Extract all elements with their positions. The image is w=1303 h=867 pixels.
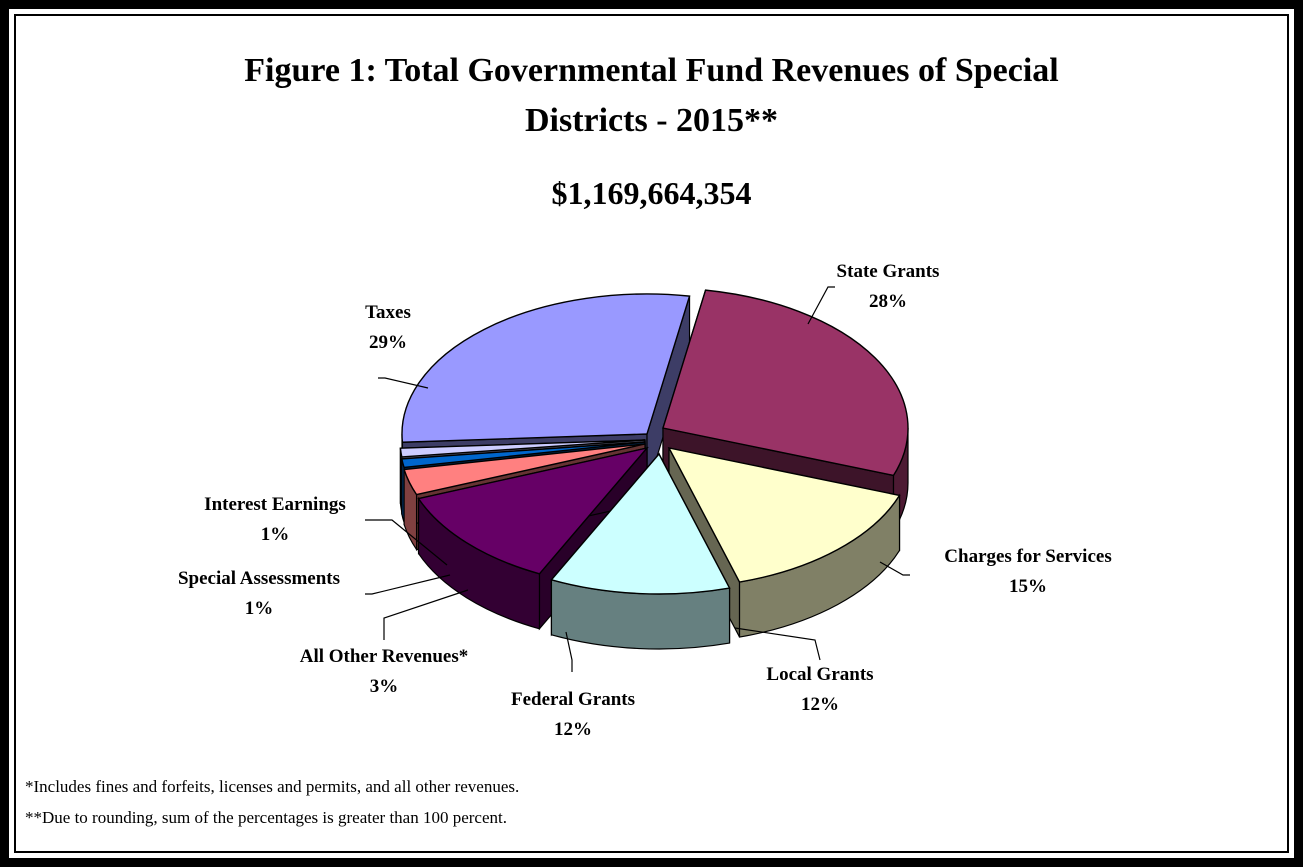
- slice-charges-for-services: [667, 447, 901, 583]
- slice-special-assessments: [400, 441, 646, 469]
- slice-interest-earnings: [399, 439, 646, 458]
- leader-line: [383, 589, 469, 640]
- chart-subtitle-total: $1,169,664,354: [551, 175, 752, 211]
- slice-label-percent: 1%: [245, 598, 274, 619]
- slice-label-percent: 12%: [801, 694, 839, 715]
- slice-label-name: Interest Earnings: [204, 494, 346, 515]
- leader-line: [734, 627, 821, 661]
- leader-line: [879, 561, 910, 576]
- chart-title-line-1: Figure 1: Total Governmental Fund Revenu…: [244, 52, 1059, 89]
- slice-label-percent: 1%: [261, 524, 290, 545]
- slice-label-percent: 28%: [869, 291, 907, 312]
- slice-label-name: Taxes: [365, 302, 411, 323]
- slice-label-name: Local Grants: [766, 664, 873, 685]
- slice-label-name: Special Assessments: [178, 568, 340, 589]
- leader-line: [378, 377, 429, 389]
- leader-line: [365, 574, 451, 595]
- footnote-1: *Includes fines and forfeits, licenses a…: [25, 777, 520, 796]
- pie-tops: [399, 289, 909, 595]
- slice-label-percent: 15%: [1009, 576, 1047, 597]
- slice-label-percent: 29%: [369, 332, 407, 353]
- slice-all-other-revenues: [403, 443, 646, 496]
- inner-border: [14, 14, 1289, 853]
- slice-local-grants: [550, 452, 731, 595]
- chart-title-line-2: Districts - 2015**: [524, 102, 779, 139]
- slice-taxes: [401, 293, 691, 443]
- slice-federal-grants: [417, 446, 649, 575]
- slice-label-name: Charges for Services: [944, 546, 1111, 567]
- slice-label-percent: 3%: [370, 676, 399, 697]
- slice-label-name: State Grants: [837, 261, 940, 282]
- leader-line: [365, 519, 448, 566]
- footnote-2: **Due to rounding, sum of the percentage…: [25, 808, 507, 827]
- leader-line: [807, 286, 835, 325]
- slice-label-name: Federal Grants: [511, 689, 635, 710]
- slice-labels: State Grants 28% Charges for Services 15% Lo…: [178, 261, 1112, 740]
- slice-label-name: All Other Revenues*: [300, 646, 469, 667]
- label-leader-lines: [365, 286, 910, 672]
- slice-state-grants: [662, 289, 909, 477]
- slice-label-percent: 12%: [554, 719, 592, 740]
- leader-line: [565, 631, 573, 672]
